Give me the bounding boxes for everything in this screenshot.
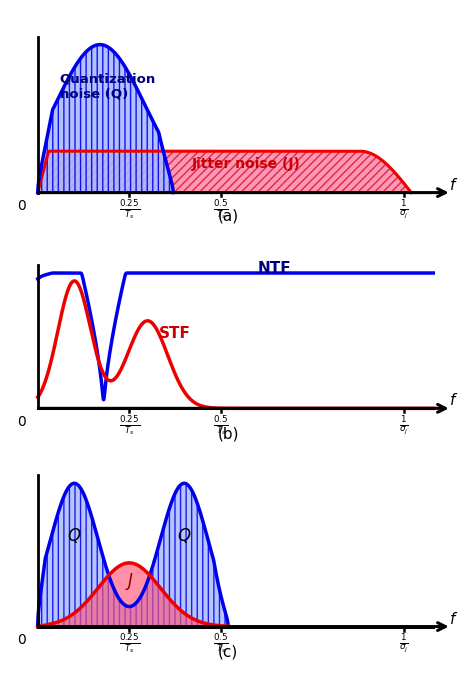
- Text: $0$: $0$: [17, 633, 27, 647]
- Text: Jitter noise (J): Jitter noise (J): [192, 157, 301, 170]
- Text: $\frac{0.25}{T_s}$: $\frac{0.25}{T_s}$: [118, 415, 140, 438]
- Text: $\frac{0.25}{T_s}$: $\frac{0.25}{T_s}$: [118, 633, 140, 657]
- Text: $\frac{1}{\sigma_j}$: $\frac{1}{\sigma_j}$: [399, 198, 409, 221]
- Text: $\frac{1}{\sigma_j}$: $\frac{1}{\sigma_j}$: [399, 415, 409, 437]
- Text: (b): (b): [218, 426, 239, 441]
- Text: (c): (c): [218, 644, 238, 659]
- Text: $\frac{0.5}{T_s}$: $\frac{0.5}{T_s}$: [213, 415, 229, 438]
- Text: $\frac{0.5}{T_s}$: $\frac{0.5}{T_s}$: [213, 633, 229, 657]
- Text: $J$: $J$: [125, 572, 134, 593]
- Text: $f$: $f$: [449, 177, 458, 194]
- Text: $Q$: $Q$: [177, 526, 191, 545]
- Text: Quantization
noise (Q): Quantization noise (Q): [60, 72, 156, 100]
- Text: NTF: NTF: [257, 261, 291, 276]
- Text: $0$: $0$: [17, 415, 27, 428]
- Text: $f$: $f$: [449, 610, 458, 627]
- Text: $\frac{1}{\sigma_j}$: $\frac{1}{\sigma_j}$: [399, 633, 409, 655]
- Text: $\frac{0.5}{T_s}$: $\frac{0.5}{T_s}$: [213, 198, 229, 222]
- Text: $\frac{0.25}{T_s}$: $\frac{0.25}{T_s}$: [118, 198, 140, 222]
- Text: $Q$: $Q$: [67, 526, 82, 545]
- Text: (a): (a): [218, 208, 239, 224]
- Text: $0$: $0$: [17, 198, 27, 213]
- Text: STF: STF: [159, 326, 191, 341]
- Text: $f$: $f$: [449, 392, 458, 408]
